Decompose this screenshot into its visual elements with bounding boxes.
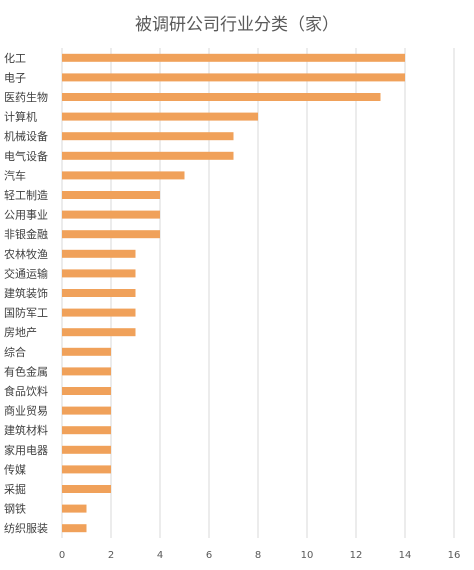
bar-3 [62,112,258,121]
x-tick-label: 14 [399,550,412,561]
bar-2 [62,93,381,101]
x-tick-label: 16 [448,550,461,561]
bar-9 [62,230,160,239]
bar-6 [62,171,185,180]
category-label: 食品饮料 [4,384,48,398]
bar-16 [62,367,111,376]
bar-13 [62,308,136,317]
bar-11 [62,269,136,278]
category-label: 钢铁 [4,503,26,516]
bar-5 [62,151,234,160]
bar-8 [62,210,160,219]
bar-4 [62,132,234,141]
category-label: 纺织服装 [4,521,48,535]
bar-24 [62,524,87,533]
bar-23 [62,504,87,513]
category-label: 医药生物 [4,90,48,104]
category-label: 化工 [4,51,26,65]
bar-1 [62,73,405,82]
bar-17 [62,387,111,395]
category-label: 房地产 [4,325,37,339]
category-label: 农林牧渔 [4,247,48,261]
category-label: 轻工制造 [4,188,48,202]
category-label: 电气设备 [4,149,48,163]
category-label: 电子 [4,71,26,84]
x-tick-label: 8 [255,550,261,561]
bar-22 [62,485,111,493]
category-label: 公用事业 [4,209,48,222]
x-tick-label: 2 [108,550,114,561]
category-label: 综合 [4,345,26,359]
bar-10 [62,249,136,258]
bar-12 [62,289,136,297]
category-labels: 化工电子医药生物计算机机械设备电气设备汽车轻工制造公用事业非银金融农林牧渔交通运… [4,51,48,535]
bar-18 [62,406,111,415]
x-tick-label: 6 [206,550,212,561]
category-label: 交通运输 [4,266,48,280]
bar-20 [62,445,111,454]
x-tick-label: 4 [157,550,163,561]
x-tick-label: 12 [350,550,363,561]
category-label: 家用电器 [4,443,48,457]
x-tick-label: 10 [301,550,314,561]
bar-21 [62,465,111,474]
bars [62,53,405,533]
bar-15 [62,347,111,356]
category-label: 传媒 [4,463,26,476]
bar-14 [62,328,136,337]
category-label: 采掘 [4,482,26,496]
category-label: 机械设备 [4,129,48,143]
category-label: 非银金融 [4,227,48,241]
bar-19 [62,426,111,435]
x-tick-labels: 0 2 4 6 8 10 12 14 16 [59,550,461,561]
x-tick-label: 0 [59,550,65,561]
category-label: 国防军工 [4,306,48,320]
category-label: 建筑装饰 [4,286,48,300]
category-label: 计算机 [4,110,37,124]
chart-title: 被调研公司行业分类（家） [135,15,339,35]
category-label: 商业贸易 [4,404,48,418]
bar-0 [62,53,405,62]
category-label: 汽车 [4,168,26,182]
category-label: 有色金属 [4,364,48,378]
bar-7 [62,191,160,199]
category-label: 建筑材料 [4,423,48,437]
grid-lines [61,48,455,538]
